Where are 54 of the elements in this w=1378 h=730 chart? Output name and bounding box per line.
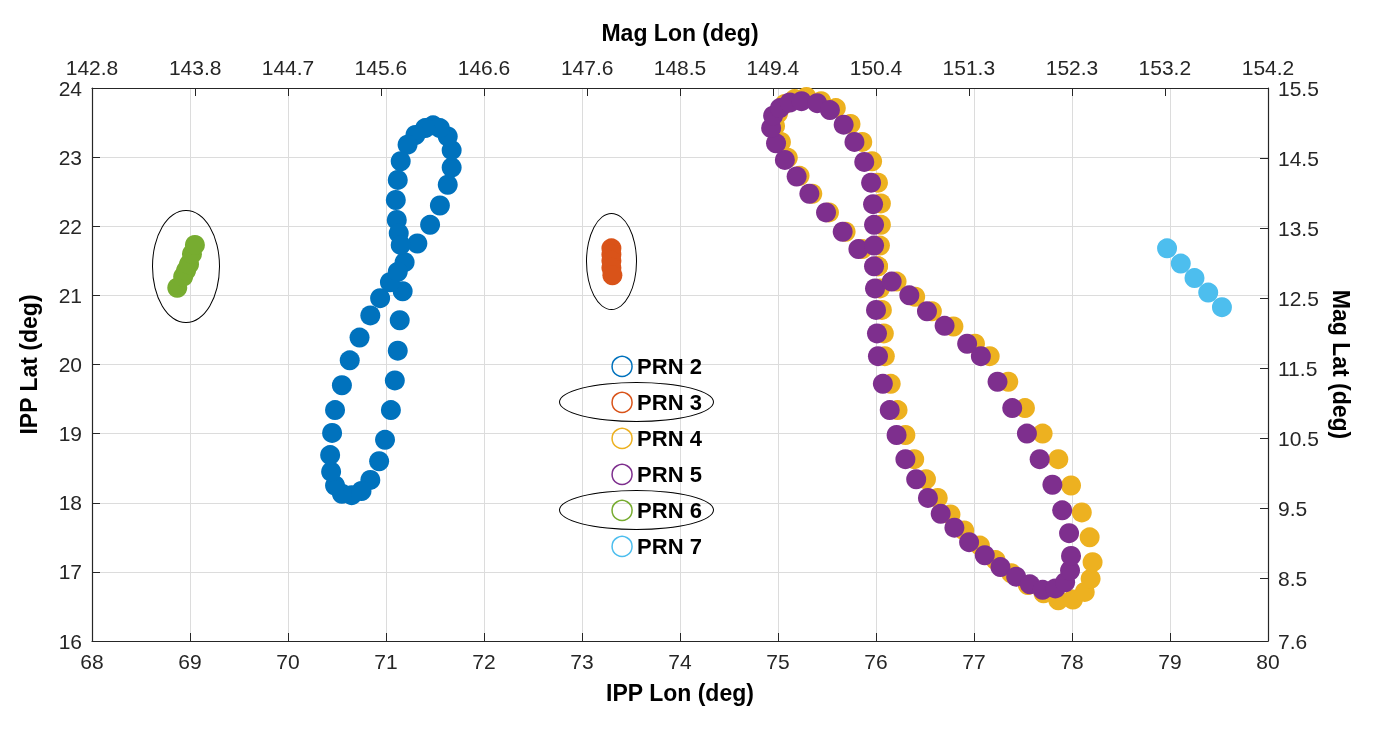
y-tick-label: 17 [58,560,82,584]
y2-tick-label: 10.5 [1278,426,1319,450]
x-tick-label: 77 [962,650,986,673]
y2-axis-title: Mag Lat (deg) [1328,289,1355,440]
x-tick-label: 73 [570,650,594,673]
x-tick-label: 79 [1158,650,1182,673]
x2-tick-label: 145.6 [354,56,408,79]
y2-tick-label: 13.5 [1278,216,1319,240]
y-tick-label: 23 [58,145,82,169]
x2-tick-label: 146.6 [457,56,511,79]
x-tick-label: 72 [472,650,496,673]
x2-tick-label: 144.7 [261,56,315,79]
y2-tick-label: 11.5 [1278,356,1318,380]
x2-tick-label: 150.4 [849,56,903,79]
x-axis-title: IPP Lon (deg) [606,679,754,706]
y2-tick-label: 7.6 [1278,629,1308,653]
x-tick-label: 74 [668,650,692,673]
y-tick-label: 16 [58,629,82,653]
legend-label: PRN 6 [637,497,702,523]
x2-tick-label: 148.5 [653,56,707,79]
x-tick-label: 68 [80,650,104,673]
x2-tick-label: 143.8 [168,56,222,79]
x-tick-label: 71 [374,650,398,673]
legend-label: PRN 7 [637,533,702,559]
y-tick-label: 19 [58,422,82,446]
x-tick-label: 80 [1256,650,1280,673]
y-tick-label: 22 [58,214,82,238]
x2-tick-label: 152.3 [1045,56,1099,79]
x-tick-label: 76 [864,650,888,673]
x-tick-label: 75 [766,650,790,673]
x-tick-label: 70 [276,650,300,673]
x2-tick-label: 149.4 [746,56,800,79]
x2-tick-label: 142.8 [65,56,119,79]
y2-tick-label: 9.5 [1278,496,1308,520]
x2-tick-label: 151.3 [942,56,996,79]
y-tick-label: 20 [58,353,82,376]
x2-tick-label: 153.2 [1138,56,1192,79]
y-tick-label: 24 [58,76,83,100]
y2-tick-label: 14.5 [1278,146,1319,170]
y2-tick-label: 12.5 [1278,286,1319,310]
x-tick-label: 78 [1060,650,1084,673]
legend-label: PRN 2 [637,353,702,379]
y2-tick-label: 8.5 [1278,566,1308,590]
legend-label: PRN 4 [637,425,703,451]
x2-tick-label: 147.6 [560,56,614,79]
legend-label: PRN 5 [637,461,702,487]
y-tick-label: 18 [58,491,82,515]
y-tick-label: 21 [58,283,82,307]
y-axis-title: IPP Lat (deg) [15,294,42,435]
y2-tick-label: 15.5 [1278,76,1319,100]
x-tick-label: 69 [178,650,202,673]
x2-axis-title: Mag Lon (deg) [601,19,759,46]
x2-tick-label: 154.2 [1241,56,1295,79]
legend-label: PRN 3 [637,389,702,415]
